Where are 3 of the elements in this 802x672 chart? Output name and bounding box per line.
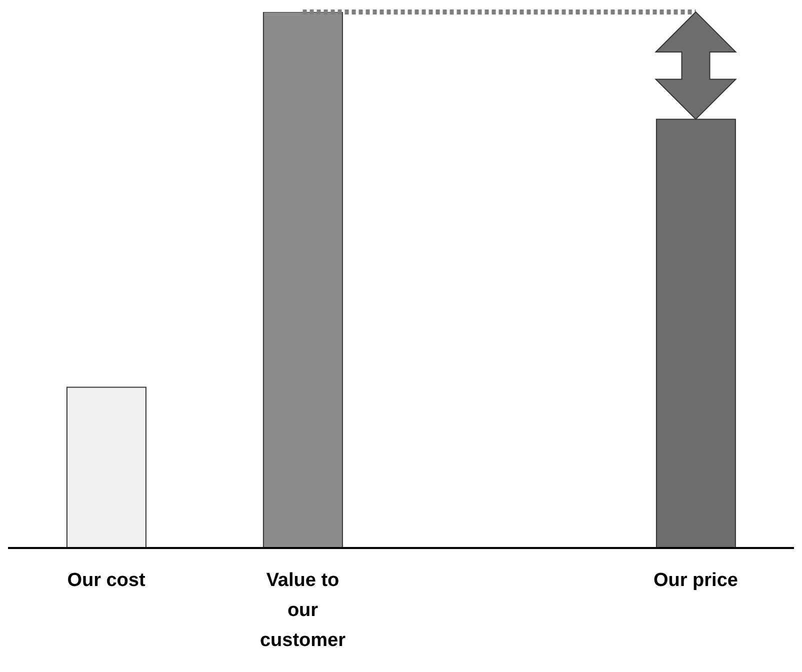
x-tick-label: Value to our customer (260, 570, 346, 651)
x-tick-label: Our price (654, 570, 738, 591)
x-tick-label: Our cost (67, 570, 146, 591)
